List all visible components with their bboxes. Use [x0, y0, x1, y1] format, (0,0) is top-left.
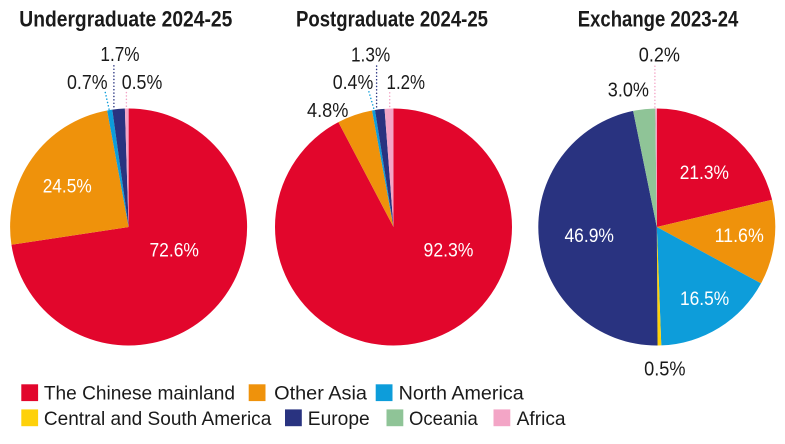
- svg-text:3.0%: 3.0%: [608, 78, 649, 101]
- svg-text:Africa: Africa: [517, 408, 566, 430]
- svg-text:21.3%: 21.3%: [680, 163, 729, 184]
- svg-text:Postgraduate 2024-25: Postgraduate 2024-25: [296, 7, 488, 32]
- svg-text:Other Asia: Other Asia: [274, 383, 367, 405]
- svg-text:16.5%: 16.5%: [680, 289, 729, 310]
- svg-text:Oceania: Oceania: [409, 408, 478, 430]
- svg-text:0.7%: 0.7%: [67, 71, 108, 94]
- svg-text:1.3%: 1.3%: [351, 44, 390, 67]
- svg-text:Exchange 2023-24: Exchange 2023-24: [578, 7, 739, 32]
- svg-text:24.5%: 24.5%: [43, 177, 92, 198]
- svg-text:0.5%: 0.5%: [644, 358, 685, 381]
- svg-text:72.6%: 72.6%: [149, 240, 199, 261]
- svg-text:1.7%: 1.7%: [100, 43, 139, 66]
- svg-text:Undergraduate 2024-25: Undergraduate 2024-25: [19, 7, 232, 32]
- svg-text:North America: North America: [399, 383, 524, 405]
- svg-text:4.8%: 4.8%: [307, 99, 348, 122]
- svg-text:11.6%: 11.6%: [715, 226, 764, 247]
- svg-text:Europe: Europe: [308, 408, 370, 430]
- svg-text:46.9%: 46.9%: [564, 226, 614, 247]
- svg-text:1.2%: 1.2%: [387, 71, 426, 94]
- svg-text:The Chinese mainland: The Chinese mainland: [44, 383, 235, 405]
- svg-text:Central and South America: Central and South America: [44, 408, 272, 430]
- svg-text:0.5%: 0.5%: [122, 71, 163, 94]
- svg-text:0.4%: 0.4%: [333, 71, 374, 94]
- svg-text:0.2%: 0.2%: [639, 44, 680, 67]
- svg-text:92.3%: 92.3%: [424, 240, 474, 261]
